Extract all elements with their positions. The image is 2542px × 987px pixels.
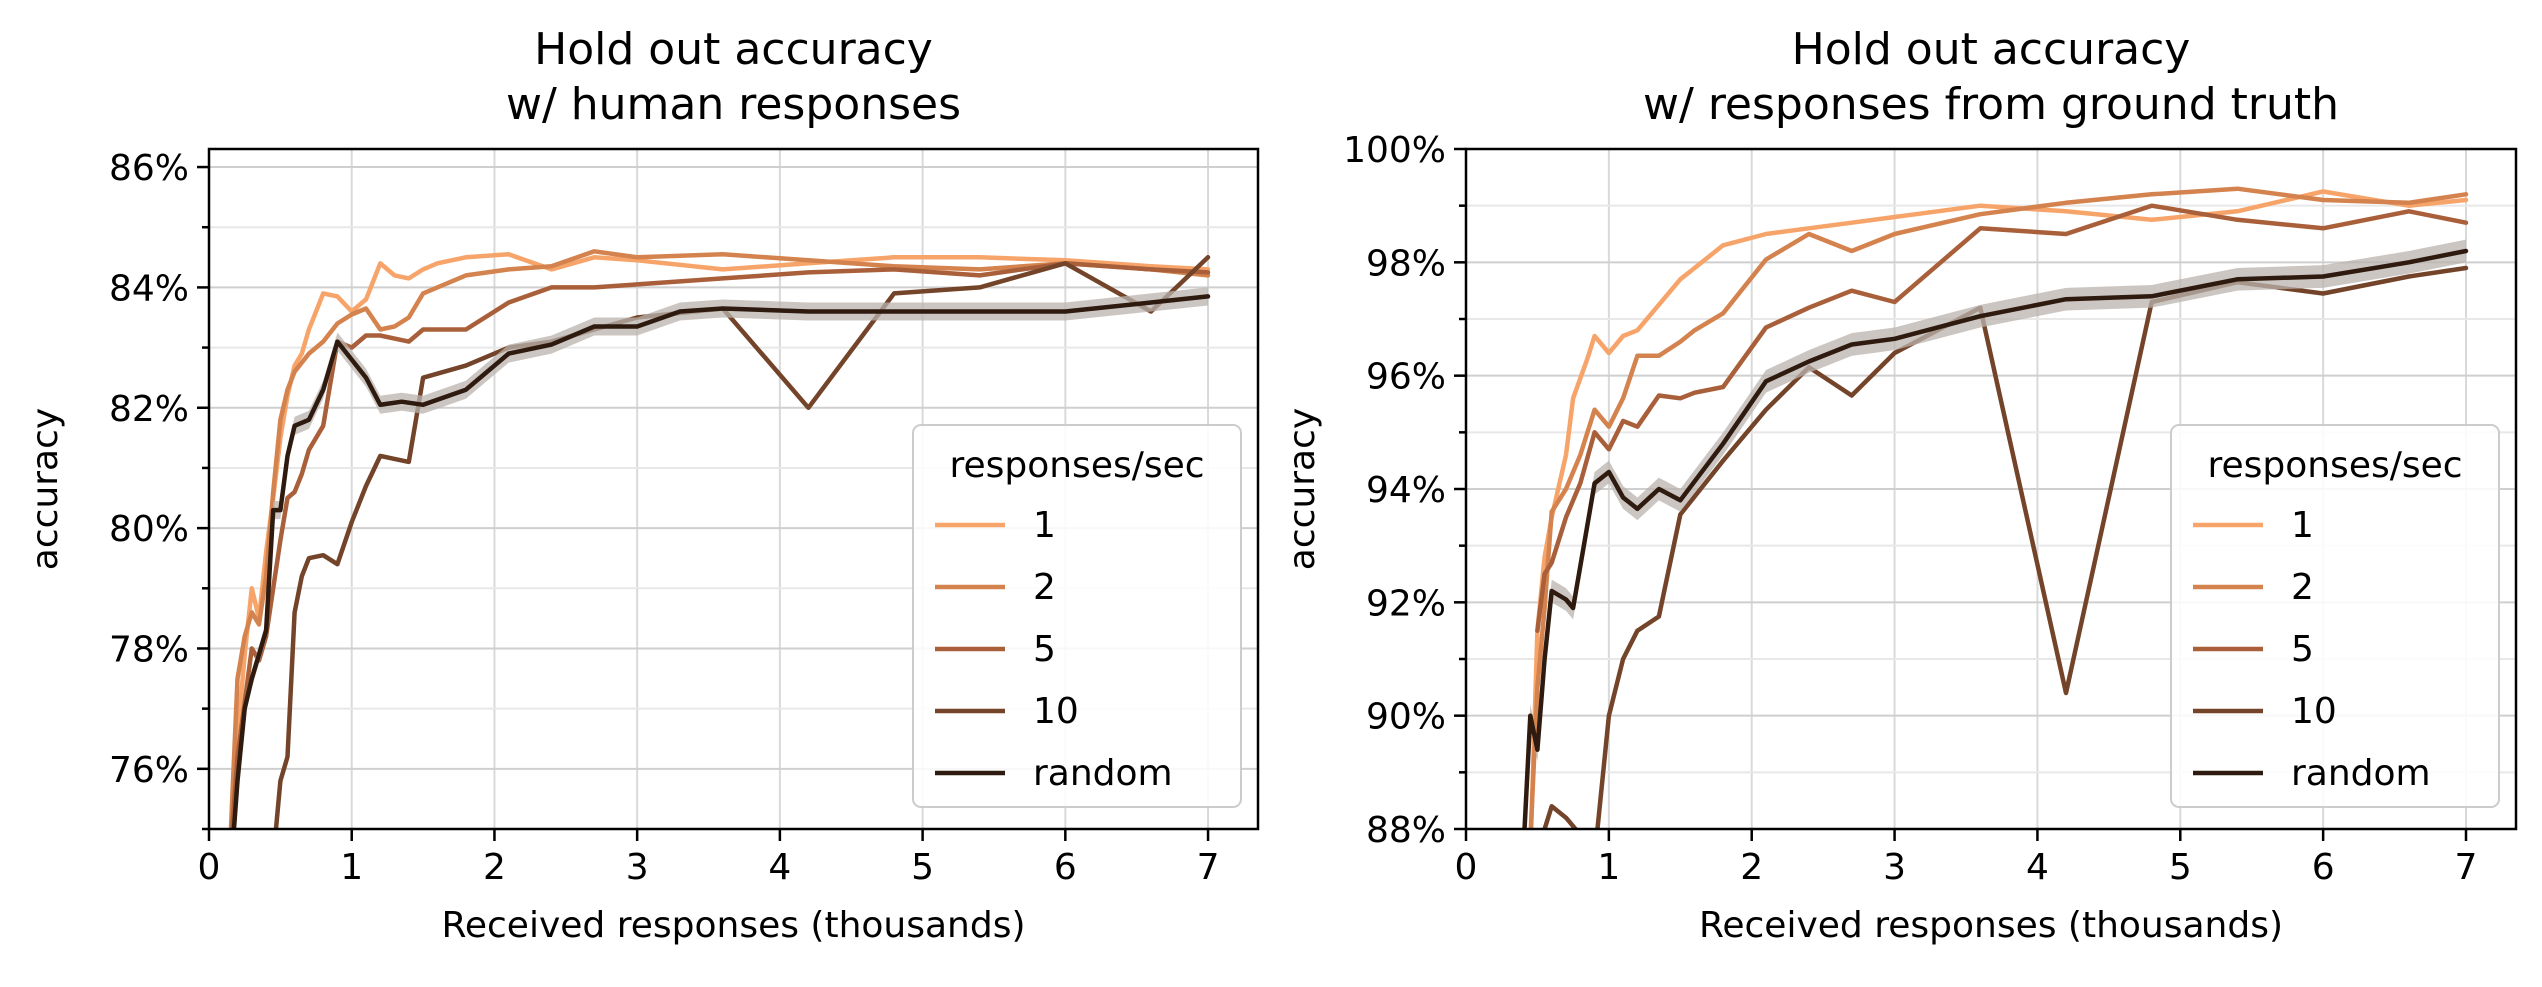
y-tick-label: 98% <box>1366 243 1446 284</box>
legend-label-5: 5 <box>1033 629 1056 670</box>
chart-title-line: w/ human responses <box>506 79 961 130</box>
series-line-2 <box>1528 186 2469 829</box>
legend-label-2: 2 <box>2291 567 2314 608</box>
series-line-random <box>1522 248 2469 829</box>
legend: responses/sec 1 2 5 10 random <box>2170 424 2500 808</box>
x-axis-label: Received responses (thousands) <box>1699 905 2283 946</box>
series-line-2 <box>228 249 1211 829</box>
series-line-random <box>231 294 1211 829</box>
y-tick-label: 86% <box>109 148 189 189</box>
x-tick-label: 5 <box>2169 847 2192 888</box>
legend-label-1: 1 <box>2291 505 2314 546</box>
y-tick-label: 96% <box>1366 357 1446 398</box>
chart-title-line: Hold out accuracy <box>1792 24 2191 75</box>
legend: responses/sec 1 2 5 10 random <box>912 424 1242 808</box>
y-axis: 88% 90% 92% 94% 96% 98% 100% <box>1343 130 1466 851</box>
y-tick-label: 84% <box>109 268 189 309</box>
y-tick-label: 82% <box>109 389 189 430</box>
plot-area <box>1522 186 2469 829</box>
chart-human-responses: 0 1 2 3 4 5 6 7 76% 78% 80% 82% 84% 86% Received respo… <box>25 24 1260 946</box>
legend-label-random: random <box>1033 753 1173 794</box>
legend-label-2: 2 <box>1033 567 1056 608</box>
y-tick-label: 92% <box>1366 583 1446 624</box>
y-tick-label: 90% <box>1366 697 1446 738</box>
legend-label-5: 5 <box>2291 629 2314 670</box>
x-tick-label: 0 <box>198 847 221 888</box>
x-axis: 0 1 2 3 4 5 6 7 <box>198 829 1220 888</box>
x-tick-label: 7 <box>2455 847 2478 888</box>
y-axis-label: accuracy <box>1282 408 1323 570</box>
x-tick-label: 6 <box>2312 847 2335 888</box>
x-tick-label: 3 <box>1883 847 1906 888</box>
legend-label-random: random <box>2291 753 2431 794</box>
y-axis: 76% 78% 80% 82% 84% 86% <box>109 148 209 831</box>
x-axis: 0 1 2 3 4 5 6 7 <box>1455 829 2478 888</box>
y-tick-label: 76% <box>109 750 189 791</box>
x-tick-label: 5 <box>911 847 934 888</box>
plot-frame <box>207 147 1260 831</box>
y-tick-label: 80% <box>109 509 189 550</box>
y-axis-label: accuracy <box>25 408 66 570</box>
x-tick-label: 1 <box>1597 847 1620 888</box>
x-tick-label: 2 <box>483 847 506 888</box>
legend-title: responses/sec <box>2207 445 2462 486</box>
y-tick-label: 94% <box>1366 470 1446 511</box>
x-tick-label: 0 <box>1455 847 1478 888</box>
x-tick-label: 4 <box>768 847 791 888</box>
legend-title: responses/sec <box>949 445 1204 486</box>
chart-title-line: w/ responses from ground truth <box>1643 79 2339 130</box>
legend-label-1: 1 <box>1033 505 1056 546</box>
x-tick-label: 2 <box>1740 847 1763 888</box>
x-axis-label: Received responses (thousands) <box>441 905 1025 946</box>
y-tick-label: 88% <box>1366 810 1446 851</box>
y-tick-label: 78% <box>109 629 189 670</box>
x-tick-label: 1 <box>340 847 363 888</box>
legend-label-10: 10 <box>2291 691 2337 732</box>
x-tick-label: 3 <box>626 847 649 888</box>
plot-area <box>228 249 1211 829</box>
x-tick-label: 4 <box>2026 847 2049 888</box>
series-line-5 <box>1535 203 2469 633</box>
y-tick-label: 100% <box>1343 130 1446 171</box>
legend-label-10: 10 <box>1033 691 1079 732</box>
x-tick-label: 7 <box>1197 847 1220 888</box>
chart-ground-truth-responses: 0 1 2 3 4 5 6 7 88% 90% 92% 94% 96% 98% 100% Received r… <box>1282 24 2518 946</box>
x-tick-label: 6 <box>1054 847 1077 888</box>
chart-title-line: Hold out accuracy <box>534 24 933 75</box>
